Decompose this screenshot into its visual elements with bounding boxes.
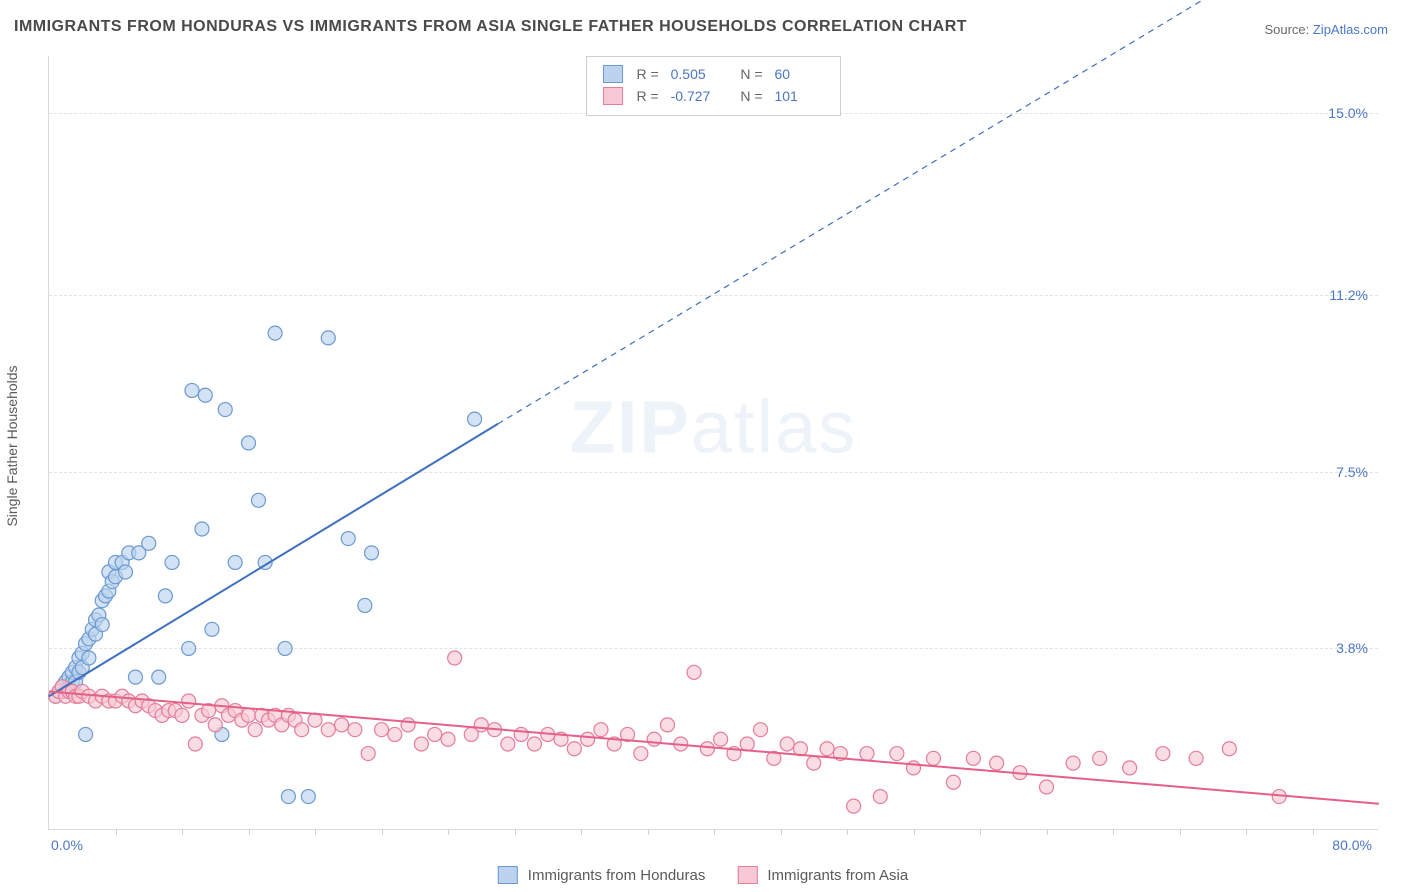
x-tick-label-min: 0.0%: [51, 837, 83, 853]
correlation-stats-box: R = 0.505 N = 60R = -0.727 N = 101: [586, 56, 842, 116]
chart-svg: [49, 56, 1378, 829]
stats-row: R = 0.505 N = 60: [603, 63, 825, 85]
chart-title: IMMIGRANTS FROM HONDURAS VS IMMIGRANTS F…: [14, 18, 967, 36]
legend-swatch: [498, 866, 518, 884]
source-attribution: Source: ZipAtlas.com: [1264, 22, 1388, 37]
y-tick-label: 7.5%: [1336, 464, 1368, 480]
y-tick-label: 11.2%: [1329, 287, 1368, 303]
series-swatch: [603, 87, 623, 105]
stat-n-label: N =: [733, 85, 767, 107]
legend-swatch: [737, 866, 757, 884]
source-label: Source:: [1264, 22, 1312, 37]
stat-n-label: N =: [733, 63, 767, 85]
stat-r-value: -0.727: [671, 85, 721, 107]
stat-n-value: 60: [774, 63, 824, 85]
legend: Immigrants from Honduras Immigrants from …: [498, 866, 908, 884]
stat-r-label: R =: [637, 63, 663, 85]
x-tick-label-max: 80.0%: [1332, 837, 1372, 853]
chart-plot-area: ZIPatlas 3.8%7.5%11.2%15.0% 0.0% 80.0% R…: [48, 56, 1378, 830]
legend-label: Immigrants from Asia: [767, 867, 908, 884]
y-axis-label: Single Father Households: [4, 365, 20, 526]
legend-label: Immigrants from Honduras: [528, 867, 706, 884]
series-swatch: [603, 65, 623, 83]
legend-item: Immigrants from Asia: [737, 866, 908, 884]
stats-row: R = -0.727 N = 101: [603, 85, 825, 107]
stat-r-label: R =: [637, 85, 663, 107]
source-link[interactable]: ZipAtlas.com: [1313, 22, 1388, 37]
y-tick-label: 3.8%: [1336, 640, 1368, 656]
legend-item: Immigrants from Honduras: [498, 866, 706, 884]
stat-r-value: 0.505: [671, 63, 721, 85]
stat-n-value: 101: [774, 85, 824, 107]
y-tick-label: 15.0%: [1328, 105, 1368, 121]
